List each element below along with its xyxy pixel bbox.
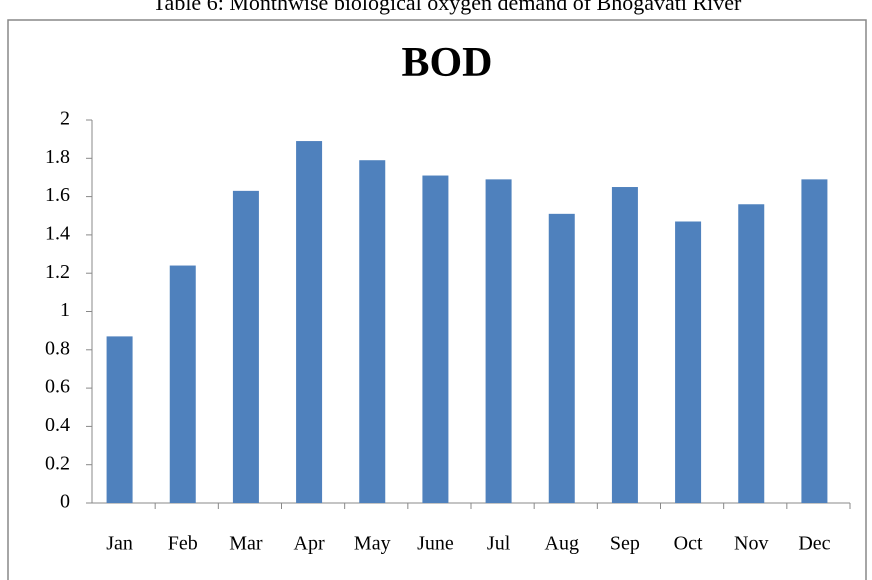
- bar: [801, 179, 828, 504]
- y-tick-label: 1.4: [45, 222, 70, 244]
- bar: [296, 141, 323, 503]
- bar: [675, 221, 702, 503]
- y-tick-label: 1.8: [45, 146, 70, 168]
- bar: [738, 204, 765, 503]
- x-tick-label: Nov: [734, 533, 768, 555]
- bar: [548, 213, 575, 503]
- x-tick-label: Jul: [487, 533, 511, 555]
- x-tick-label: Apr: [294, 533, 325, 555]
- y-tick-label: 0.8: [45, 337, 70, 359]
- bar: [106, 336, 133, 503]
- x-tick-label: Feb: [168, 533, 198, 555]
- y-tick-label: 2: [60, 108, 70, 130]
- y-tick-label: 0.4: [45, 414, 70, 436]
- y-tick-label: 0: [60, 491, 70, 513]
- y-tick-label: 0.6: [45, 376, 70, 398]
- y-tick-label: 1: [60, 299, 70, 321]
- x-tick-label: Oct: [674, 533, 703, 555]
- bar: [359, 160, 386, 503]
- bar: [169, 265, 196, 503]
- y-tick-label: 1.2: [45, 261, 70, 283]
- x-tick-label: Aug: [545, 533, 579, 555]
- y-tick-label: 0.2: [45, 452, 70, 474]
- x-tick-label: Sep: [610, 533, 640, 555]
- bar: [485, 179, 512, 504]
- x-tick-label: Jan: [106, 533, 133, 555]
- bar: [611, 187, 638, 503]
- bar: [232, 190, 259, 504]
- caption: Table 6: Monthwise biological oxygen dem…: [153, 0, 742, 15]
- x-tick-label: June: [417, 533, 454, 555]
- x-tick-label: Dec: [798, 533, 830, 555]
- chart-title: BOD: [401, 40, 492, 86]
- x-tick-label: May: [354, 533, 391, 555]
- x-tick-label: Mar: [229, 533, 263, 555]
- bar: [422, 175, 449, 503]
- y-tick-label: 1.6: [45, 184, 70, 206]
